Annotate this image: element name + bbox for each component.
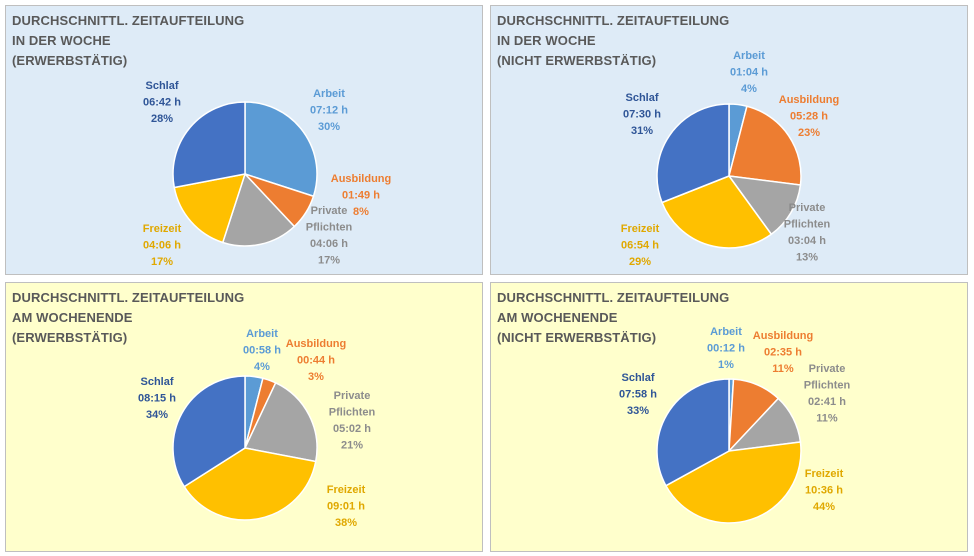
pie-chart: Arbeit 01:04 h 4% Ausbildung 05:28 h 23% Priva… xyxy=(621,50,840,268)
data-label-schlaf: Schlaf 08:15 h 34% xyxy=(138,376,176,421)
chart-panel-week-employed: DURCHSCHNITTL. ZEITAUFTEILUNG IN DER WOC… xyxy=(5,5,483,275)
data-label-ausbildung: Ausbildung 02:35 h 11% xyxy=(753,330,814,375)
data-label-private-pflichten: Private Pflichten 05:02 h 21% xyxy=(329,390,376,452)
pie-chart: Arbeit 07:12 h 30% Ausbildung 01:49 h 8%Priva… xyxy=(143,80,392,268)
data-label-private-pflichten: Private Pflichten 02:41 h 11% xyxy=(804,363,851,425)
data-label-schlaf: Schlaf 06:42 h 28% xyxy=(143,80,181,125)
data-label-freizeit: Freizeit 10:36 h 44% xyxy=(805,468,844,513)
data-label-arbeit: Arbeit 01:04 h 4% xyxy=(730,50,768,95)
pie-chart: Arbeit 00:58 h 4%Ausbildung 00:44 h 3% Privat… xyxy=(138,328,376,529)
data-label-ausbildung: Ausbildung 05:28 h 23% xyxy=(779,94,840,139)
slice-schlaf xyxy=(172,375,246,488)
slice-schlaf xyxy=(656,103,730,204)
chart-panel-weekend-employed: DURCHSCHNITTL. ZEITAUFTEILUNG AM WOCHENE… xyxy=(5,282,483,552)
data-label-freizeit: Freizeit 09:01 h 38% xyxy=(327,484,366,529)
data-label-schlaf: Schlaf 07:30 h 31% xyxy=(623,92,661,137)
slice-schlaf xyxy=(172,101,246,189)
chart-title: DURCHSCHNITTL. ZEITAUFTEILUNG AM WOCHENE… xyxy=(12,290,245,345)
chart-panel-weekend-not-employed: DURCHSCHNITTL. ZEITAUFTEILUNG AM WOCHENE… xyxy=(490,282,968,552)
data-label-freizeit: Freizeit 06:54 h 29% xyxy=(621,223,660,268)
slice-private-pflichten xyxy=(727,175,802,236)
chart-title: DURCHSCHNITTL. ZEITAUFTEILUNG IN DER WOC… xyxy=(497,13,730,68)
slice-freizeit xyxy=(664,441,802,524)
pie-chart: Arbeit 00:12 h 1%Ausbildung 02:35 h 11% Priva… xyxy=(619,326,851,524)
slice-private-pflichten xyxy=(243,381,318,463)
data-label-private-pflichten: Private Pflichten 03:04 h 13% xyxy=(784,202,831,264)
chart-title: DURCHSCHNITTL. ZEITAUFTEILUNG AM WOCHENE… xyxy=(497,290,730,345)
slice-ausbildung xyxy=(728,105,802,186)
slice-freizeit xyxy=(661,175,773,249)
data-label-private-pflichten: Private Pflichten 04:06 h 17% xyxy=(306,205,353,267)
slice-schlaf xyxy=(656,378,730,487)
slice-freizeit xyxy=(173,173,247,244)
data-label-arbeit: Arbeit 00:58 h 4% xyxy=(243,328,281,373)
data-label-arbeit: Arbeit 00:12 h 1% xyxy=(707,326,745,371)
slice-private-pflichten xyxy=(221,172,296,247)
chart-panel-week-not-employed: DURCHSCHNITTL. ZEITAUFTEILUNG IN DER WOC… xyxy=(490,5,968,275)
data-label-schlaf: Schlaf 07:58 h 33% xyxy=(619,372,657,417)
slice-arbeit xyxy=(244,101,318,198)
data-label-ausbildung: Ausbildung 00:44 h 3% xyxy=(286,338,347,383)
data-label-arbeit: Arbeit 07:12 h 30% xyxy=(310,88,348,133)
data-label-ausbildung: Ausbildung 01:49 h 8% xyxy=(331,173,392,218)
chart-title: DURCHSCHNITTL. ZEITAUFTEILUNG IN DER WOC… xyxy=(12,13,245,68)
data-label-freizeit: Freizeit 04:06 h 17% xyxy=(143,223,182,268)
